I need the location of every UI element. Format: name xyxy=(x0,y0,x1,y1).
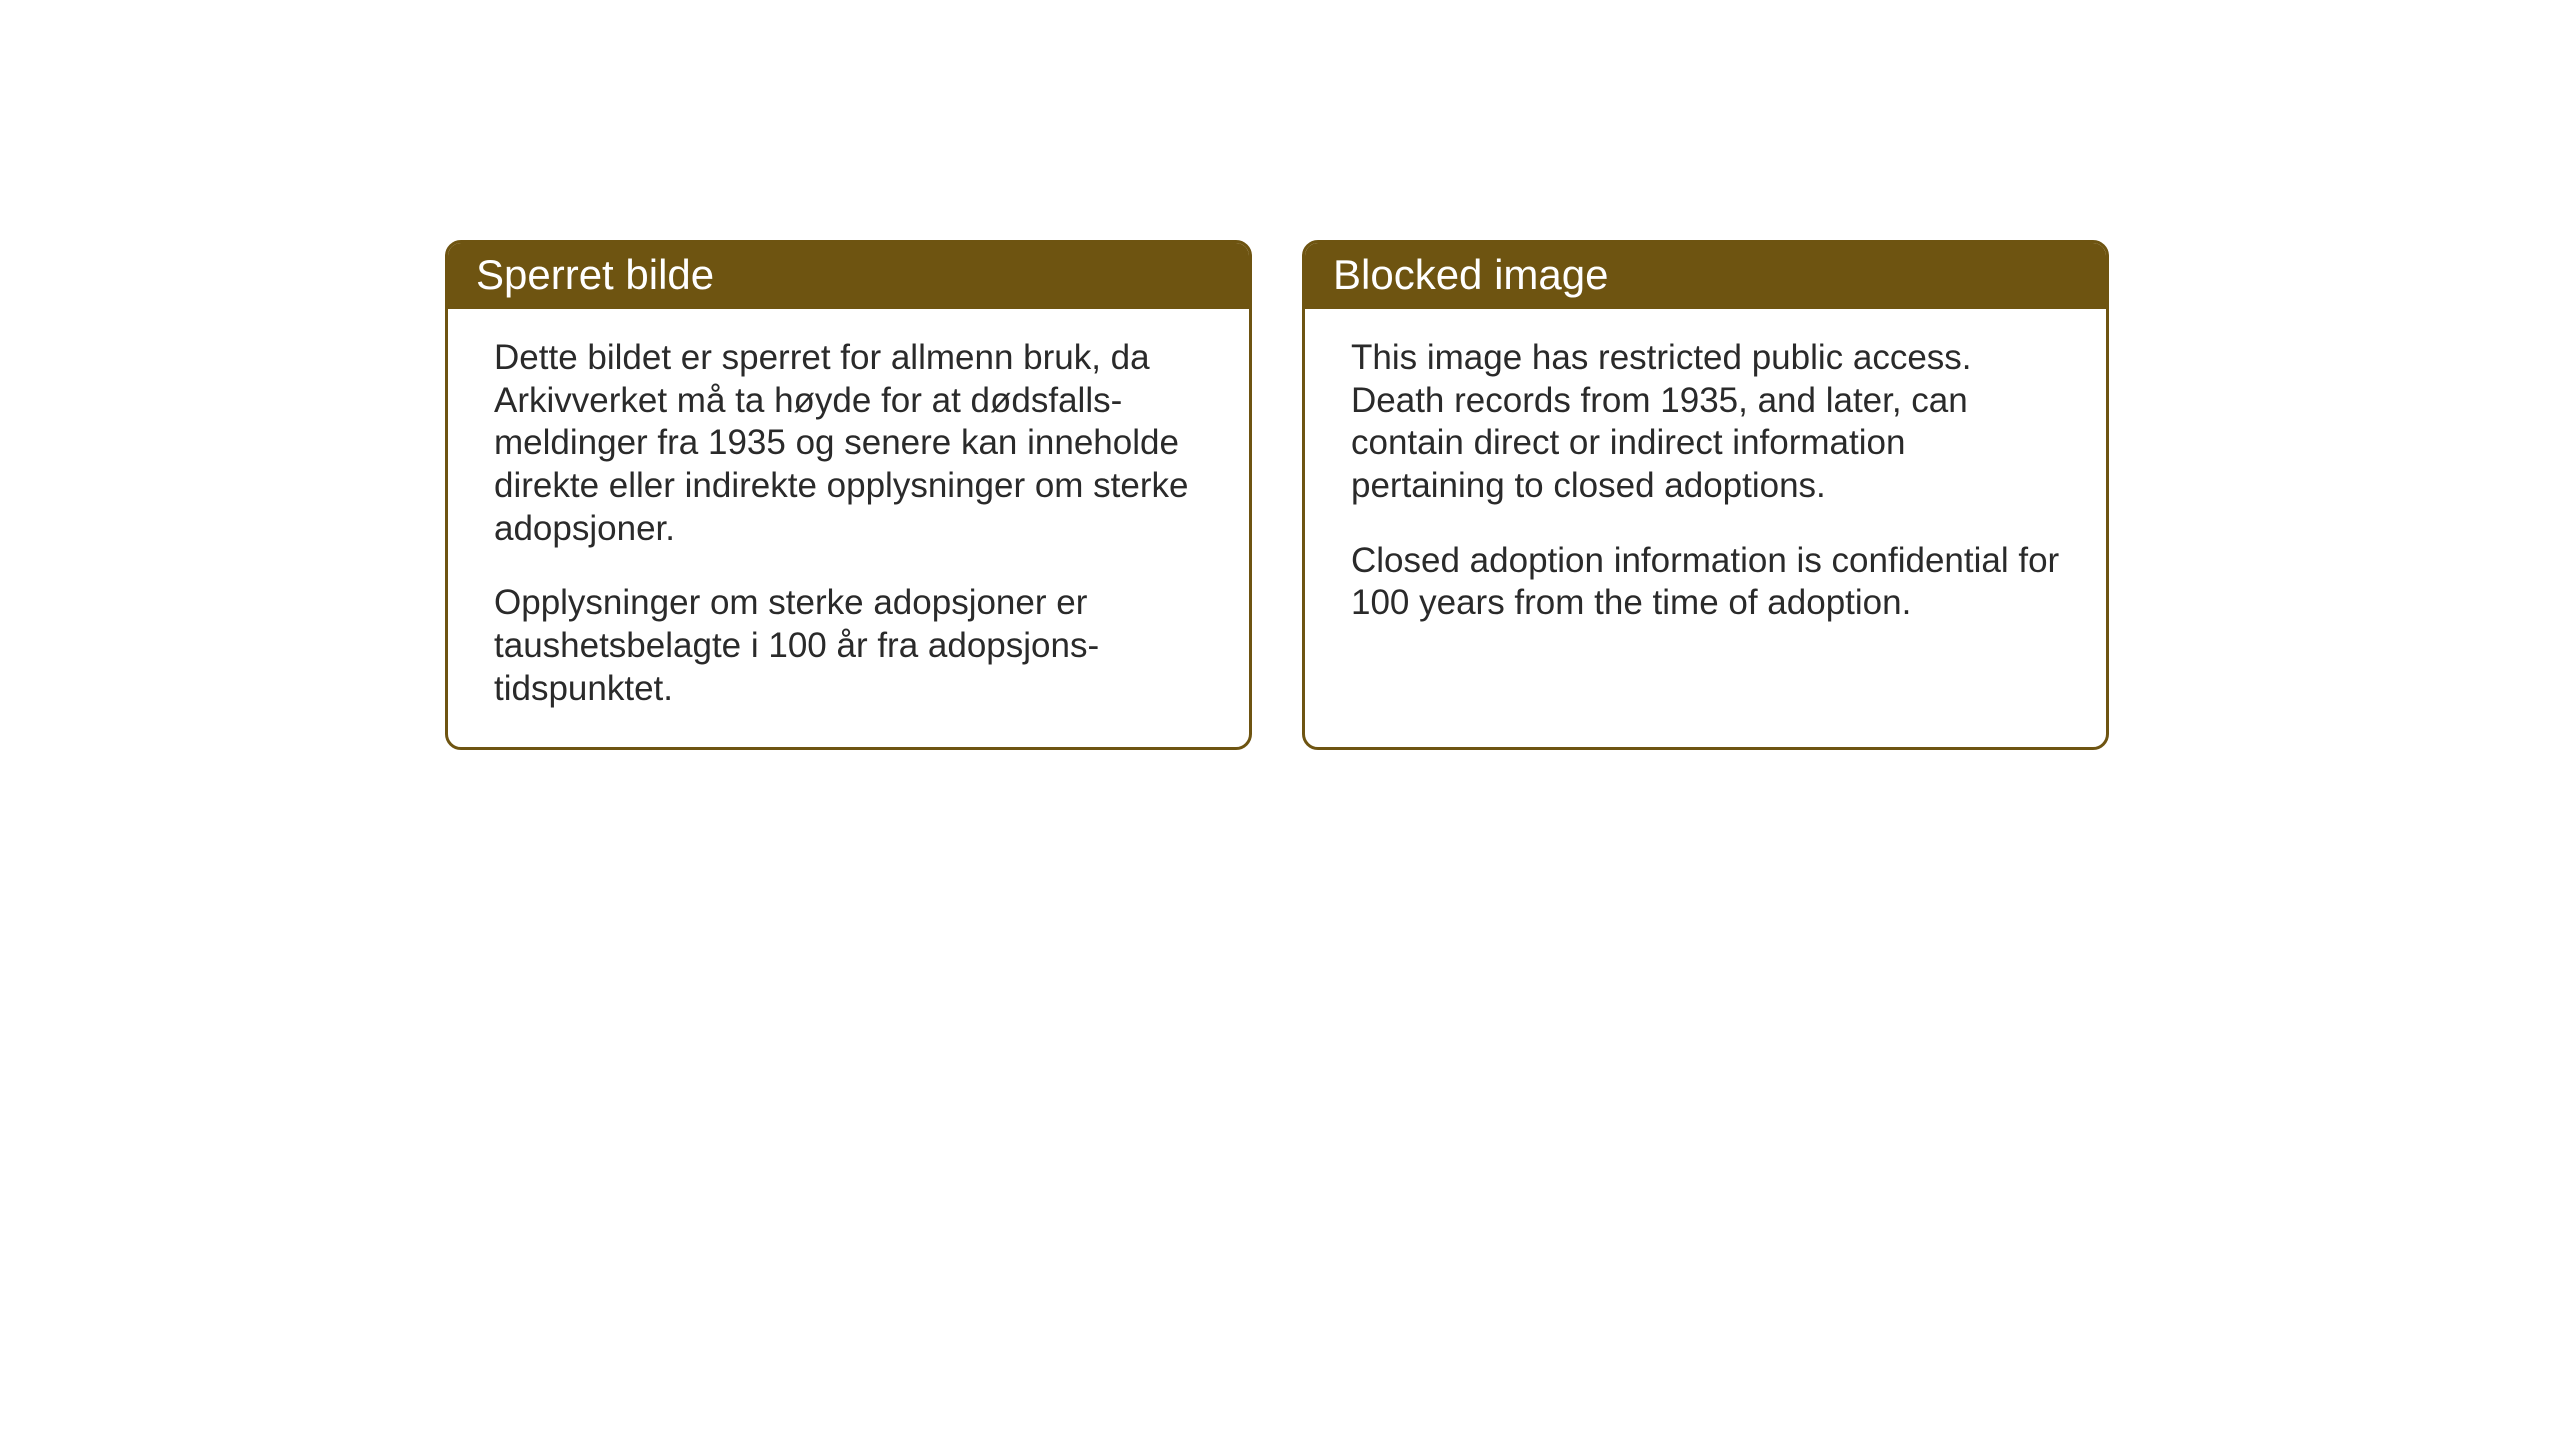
notice-card-norwegian: Sperret bilde Dette bildet er sperret fo… xyxy=(445,240,1252,750)
card-header-norwegian: Sperret bilde xyxy=(448,243,1249,309)
notice-cards-container: Sperret bilde Dette bildet er sperret fo… xyxy=(445,240,2109,750)
card-header-english: Blocked image xyxy=(1305,243,2106,309)
card-paragraph-2-norwegian: Opplysninger om sterke adopsjoner er tau… xyxy=(494,582,1203,710)
card-paragraph-1-norwegian: Dette bildet er sperret for allmenn bruk… xyxy=(494,337,1203,550)
card-paragraph-2-english: Closed adoption information is confident… xyxy=(1351,540,2060,625)
card-body-english: This image has restricted public access.… xyxy=(1305,309,2106,661)
card-title-english: Blocked image xyxy=(1333,251,1608,298)
card-paragraph-1-english: This image has restricted public access.… xyxy=(1351,337,2060,508)
notice-card-english: Blocked image This image has restricted … xyxy=(1302,240,2109,750)
card-title-norwegian: Sperret bilde xyxy=(476,251,714,298)
card-body-norwegian: Dette bildet er sperret for allmenn bruk… xyxy=(448,309,1249,747)
